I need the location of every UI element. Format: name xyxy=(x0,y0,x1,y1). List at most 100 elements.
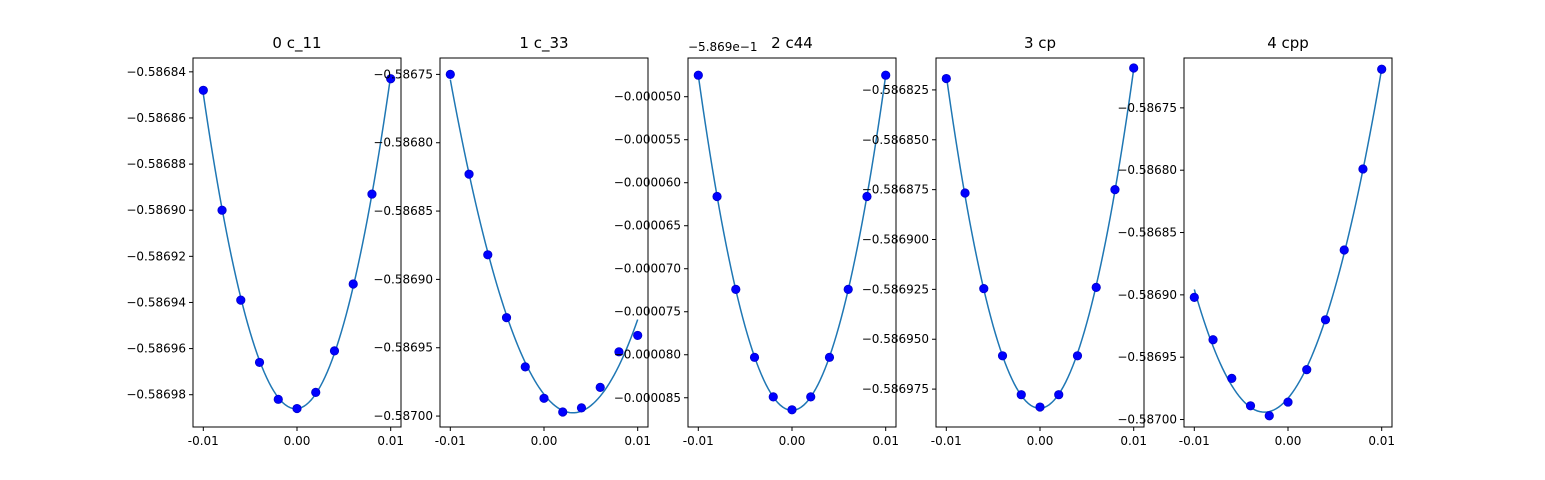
x-tick-label: 0.00 xyxy=(1027,434,1054,448)
subplot-3: -0.01 0.00 0.01 −0.586825 −0.586850 −0.586875… xyxy=(862,34,1147,448)
y-tick-label: −0.58695 xyxy=(1117,350,1177,364)
data-point xyxy=(1377,64,1387,74)
x-tick-label: 0.00 xyxy=(1275,434,1302,448)
y-tick-label: −0.58690 xyxy=(373,272,433,286)
y-tick-label: −0.000060 xyxy=(614,176,681,190)
y-tick-label: −0.58680 xyxy=(373,136,433,150)
x-tick-label: 0.01 xyxy=(377,434,404,448)
data-point xyxy=(464,169,474,179)
x-tick-label: 0.00 xyxy=(779,434,806,448)
y-tick-label: −0.586850 xyxy=(862,133,929,147)
y-tick-label: −0.586825 xyxy=(862,83,929,97)
y-tick-label: −0.586975 xyxy=(862,382,929,396)
subplot-4: -0.01 0.00 0.01 −0.58675 −0.58680 −0.58685 −0.… xyxy=(1117,34,1395,448)
subplot-title: 2 c44 xyxy=(771,34,813,52)
y-tick-label: −0.58694 xyxy=(126,295,186,309)
fit-line xyxy=(449,79,639,414)
data-point xyxy=(1016,390,1026,400)
data-point xyxy=(881,70,891,80)
fit-line xyxy=(1193,68,1383,413)
y-tick-label: −0.58675 xyxy=(373,67,433,81)
data-point xyxy=(1339,245,1349,255)
data-point xyxy=(520,362,530,372)
data-point xyxy=(1035,402,1045,412)
data-point xyxy=(1320,315,1331,325)
y-tick-label: −0.000050 xyxy=(614,90,681,104)
subplot-title: 4 cpp xyxy=(1267,34,1309,52)
axes-frame xyxy=(1183,57,1393,428)
data-point xyxy=(693,70,703,80)
data-point xyxy=(1302,365,1312,375)
y-tick-label: −0.000085 xyxy=(614,391,681,405)
y-tick-label: −0.58695 xyxy=(373,341,433,355)
x-tick-label: 0.01 xyxy=(1120,434,1147,448)
data-point xyxy=(1227,373,1237,383)
x-tick-label: -0.01 xyxy=(683,434,714,448)
data-point xyxy=(1189,292,1199,302)
y-tick-label: −0.58700 xyxy=(1117,413,1177,427)
data-point xyxy=(731,284,741,294)
data-point xyxy=(198,85,208,95)
data-point xyxy=(1264,411,1274,421)
y-tick-label: −0.000055 xyxy=(614,133,681,147)
subplot-0: -0.01 0.00 0.01 −0.58684 −0.58686 −0.58688 −0.… xyxy=(126,34,404,448)
x-tick-label: -0.01 xyxy=(435,434,466,448)
data-point xyxy=(979,283,989,294)
fit-line xyxy=(202,75,392,410)
fit-line xyxy=(697,75,887,412)
data-point xyxy=(311,387,321,398)
data-point xyxy=(348,279,358,289)
y-tick-label: −0.58675 xyxy=(1117,101,1177,115)
data-point xyxy=(576,403,587,413)
axes-frame xyxy=(439,57,649,428)
data-point xyxy=(768,392,778,402)
data-point xyxy=(558,407,568,417)
y-tick-label: −0.586900 xyxy=(862,233,929,247)
data-point xyxy=(273,394,283,404)
data-point xyxy=(749,352,760,362)
x-tick-label: 0.01 xyxy=(624,434,651,448)
y-tick-label: −0.000080 xyxy=(614,348,681,362)
data-point xyxy=(236,295,246,305)
x-tick-label: 0.00 xyxy=(284,434,311,448)
y-tick-label: −0.58690 xyxy=(126,203,186,217)
data-point xyxy=(712,191,722,202)
subplot-1: -0.01 0.00 0.01 −0.58675 −0.58680 −0.58685 −0.… xyxy=(373,34,651,448)
data-point xyxy=(1358,164,1368,174)
x-tick-label: 0.01 xyxy=(1368,434,1395,448)
data-point xyxy=(329,346,340,356)
y-tick-label: −0.586950 xyxy=(862,332,929,346)
y-tick-label: −0.58692 xyxy=(126,249,186,263)
data-point xyxy=(806,392,816,402)
subplot-title: 3 cp xyxy=(1024,34,1056,52)
data-point xyxy=(1129,63,1139,73)
x-tick-label: -0.01 xyxy=(1179,434,1210,448)
fit-line xyxy=(945,69,1135,410)
data-point xyxy=(1054,390,1064,400)
data-point xyxy=(843,284,853,294)
data-point xyxy=(483,250,493,260)
data-point xyxy=(595,382,605,392)
y-tick-label: −0.58685 xyxy=(1117,226,1177,240)
y-tick-label: −0.58680 xyxy=(1117,163,1177,177)
subplot-title: 0 c_11 xyxy=(272,34,321,53)
data-point xyxy=(960,188,970,198)
data-point xyxy=(367,189,377,199)
data-point xyxy=(941,73,951,84)
y-tick-label: −0.58688 xyxy=(126,157,186,171)
subplot-2: -0.01 0.00 0.01 −0.000050 −0.000055 −0.000060… xyxy=(614,34,899,448)
data-point xyxy=(386,74,396,84)
y-tick-label: −0.58686 xyxy=(126,111,186,125)
data-point xyxy=(997,351,1008,361)
data-point xyxy=(1072,351,1083,361)
y-tick-label: −0.586875 xyxy=(862,183,929,197)
data-point xyxy=(445,69,455,80)
data-point xyxy=(787,405,797,415)
x-tick-label: 0.01 xyxy=(872,434,899,448)
x-tick-label: -0.01 xyxy=(188,434,219,448)
data-point xyxy=(1110,185,1120,195)
data-point xyxy=(292,403,302,414)
y-offset-label: −5.869e−1 xyxy=(688,40,757,54)
y-tick-label: −0.58690 xyxy=(1117,288,1177,302)
